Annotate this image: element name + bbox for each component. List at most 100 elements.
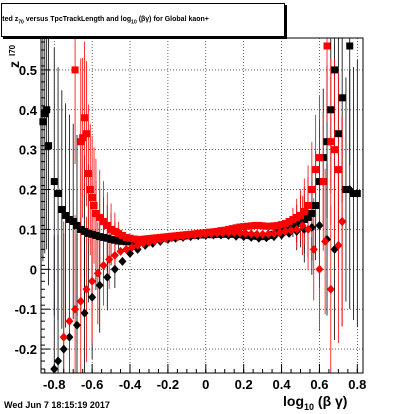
- data-point: [285, 217, 293, 225]
- data-point: [287, 225, 296, 235]
- data-point: [100, 217, 108, 225]
- data-point: [326, 284, 335, 294]
- y-axis-label-main: z: [6, 61, 22, 68]
- title-prefix: itted: [2, 16, 13, 23]
- data-point: [309, 244, 318, 254]
- data-point: [304, 213, 312, 221]
- data-point: [319, 178, 327, 186]
- data-point: [88, 276, 97, 286]
- data-point: [190, 230, 199, 240]
- data-point: [118, 256, 127, 266]
- y-axis-label-sub: I70: [8, 44, 17, 56]
- data-point: [270, 222, 278, 230]
- y-tick-label: -0.1: [15, 302, 37, 317]
- data-point: [81, 227, 89, 235]
- data-point: [293, 219, 301, 227]
- data-point: [298, 220, 307, 230]
- title-symbol-sub: 70: [18, 19, 24, 26]
- data-point: [296, 217, 304, 225]
- data-point: [235, 228, 244, 238]
- data-point: [88, 230, 96, 238]
- data-point: [327, 138, 335, 146]
- data-point: [201, 229, 210, 239]
- x-axis-label-main: log: [283, 393, 304, 409]
- data-point: [50, 178, 58, 186]
- data-point: [77, 138, 85, 146]
- data-point: [300, 215, 308, 223]
- data-point: [221, 226, 229, 234]
- data-point: [54, 190, 62, 198]
- data-point: [90, 202, 98, 209]
- data-point: [59, 332, 68, 342]
- data-point: [236, 223, 244, 231]
- data-point: [274, 221, 282, 229]
- data-point: [118, 231, 126, 239]
- data-point: [100, 233, 108, 241]
- x-tick-label: -0.6: [81, 377, 103, 392]
- data-point: [281, 219, 289, 227]
- data-point: [137, 235, 145, 243]
- y-tick-label: 0.4: [19, 103, 38, 118]
- y-tick-label: 0.5: [19, 63, 37, 78]
- data-point: [103, 272, 112, 282]
- timestamp: Wed Jun 7 18:15:19 2017: [4, 400, 110, 410]
- data-point: [71, 304, 80, 314]
- data-point: [278, 221, 286, 229]
- data-point: [96, 213, 104, 221]
- data-point: [126, 238, 134, 246]
- data-point: [92, 209, 100, 217]
- data-point: [59, 344, 68, 354]
- data-point: [111, 227, 119, 235]
- data-point: [73, 221, 81, 229]
- data-point: [213, 228, 222, 238]
- x-tick-label: -0.8: [43, 377, 65, 392]
- tick-labels: -0.8 -0.6 -0.4 -0.2 0 0.2 0.4 0.6 0.8 -0.2 -0.1 0 0.…: [15, 63, 367, 392]
- data-point: [88, 194, 96, 202]
- data-point: [334, 166, 342, 174]
- data-point: [118, 237, 126, 245]
- data-point: [296, 211, 304, 219]
- data-point: [82, 130, 90, 138]
- data-point: [228, 225, 236, 233]
- data-point: [144, 237, 153, 247]
- data-point: [289, 215, 297, 223]
- data-point: [54, 356, 63, 366]
- data-point: [115, 229, 123, 237]
- data-point: [95, 280, 104, 290]
- data-point: [122, 233, 130, 241]
- data-point: [315, 154, 323, 162]
- data-point: [139, 238, 148, 248]
- data-point: [107, 235, 115, 243]
- data-point: [207, 228, 216, 238]
- data-point: [281, 226, 290, 236]
- x-tick-label: 0.8: [348, 377, 366, 392]
- data-point: [93, 268, 102, 278]
- data-point: [262, 222, 270, 230]
- data-point: [258, 229, 267, 239]
- data-point: [105, 254, 114, 264]
- data-point: [252, 229, 261, 239]
- data-point: [293, 213, 301, 221]
- data-point: [275, 228, 284, 238]
- x-axis-label-sub: 10: [304, 401, 315, 412]
- data-point: [312, 166, 320, 174]
- data-point: [315, 178, 323, 186]
- data-point: [99, 260, 108, 270]
- data-point: [79, 134, 87, 142]
- data-point: [88, 292, 97, 302]
- x-axis-label: log10 (β γ): [283, 393, 347, 412]
- data-point: [130, 235, 138, 243]
- data-point: [77, 225, 85, 233]
- data-point: [80, 308, 89, 318]
- data-point: [300, 207, 308, 215]
- x-tick-label: 0.4: [273, 377, 292, 392]
- y-axis-label: z I70: [6, 40, 22, 100]
- data-point: [111, 236, 119, 244]
- data-point: [240, 223, 248, 231]
- data-point: [103, 221, 111, 229]
- data-point: [308, 209, 316, 217]
- data-point: [334, 130, 342, 138]
- data-point: [72, 320, 81, 330]
- data-point: [110, 264, 119, 274]
- data-point: [289, 221, 297, 229]
